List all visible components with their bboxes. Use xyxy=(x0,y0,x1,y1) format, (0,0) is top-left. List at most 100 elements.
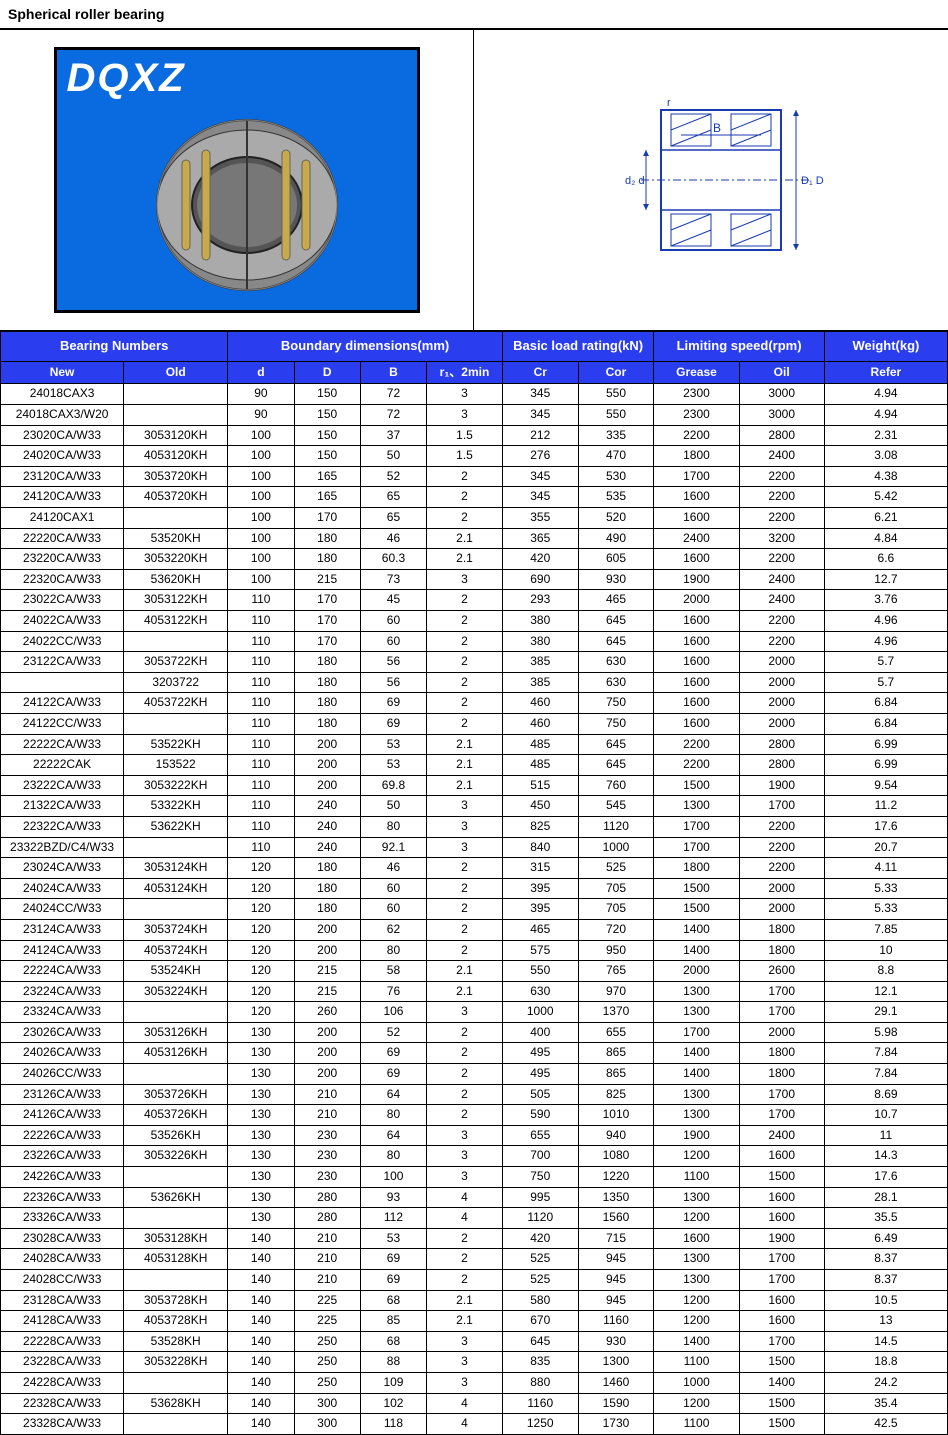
table-cell: 35.5 xyxy=(824,1208,947,1229)
diagram-cell: B r d₂ d D₁ D xyxy=(474,30,948,330)
table-cell: 180 xyxy=(294,878,360,899)
table-cell: 23226CA/W33 xyxy=(1,1146,124,1167)
table-cell: 88 xyxy=(360,1352,426,1373)
table-cell: 1700 xyxy=(654,816,739,837)
table-cell: 765 xyxy=(578,961,654,982)
table-cell: 4053120KH xyxy=(124,446,228,467)
table-cell: 52 xyxy=(360,1022,426,1043)
table-row: 22226CA/W3353526KH1302306436559401900240… xyxy=(1,1125,948,1146)
table-cell: 215 xyxy=(294,961,360,982)
table-cell: 2400 xyxy=(739,569,824,590)
table-cell: 1300 xyxy=(654,796,739,817)
th-d: d xyxy=(228,361,294,384)
table-cell: 100 xyxy=(228,549,294,570)
table-cell: 865 xyxy=(578,1043,654,1064)
table-cell: 140 xyxy=(228,1228,294,1249)
table-cell: 110 xyxy=(228,693,294,714)
table-cell: 37 xyxy=(360,425,426,446)
table-cell: 56 xyxy=(360,672,426,693)
table-cell: 3200 xyxy=(739,528,824,549)
table-cell: 6.99 xyxy=(824,755,947,776)
table-cell xyxy=(124,1208,228,1229)
table-cell: 2.1 xyxy=(427,549,503,570)
table-cell: 5.7 xyxy=(824,672,947,693)
table-cell: 230 xyxy=(294,1146,360,1167)
table-cell: 3053724KH xyxy=(124,919,228,940)
table-cell: 1700 xyxy=(739,1249,824,1270)
table-cell: 550 xyxy=(578,405,654,426)
table-cell: 276 xyxy=(502,446,578,467)
table-cell: 130 xyxy=(228,1064,294,1085)
table-row: 24228CA/W33140250109388014601000140024.2 xyxy=(1,1372,948,1393)
table-cell: 118 xyxy=(360,1414,426,1435)
table-cell: 80 xyxy=(360,1105,426,1126)
table-cell: 180 xyxy=(294,899,360,920)
th-oil: Oil xyxy=(739,361,824,384)
th-basic-load: Basic load rating(kN) xyxy=(502,332,654,362)
table-cell: 170 xyxy=(294,611,360,632)
table-row: 23226CA/W333053226KH13023080370010801200… xyxy=(1,1146,948,1167)
table-cell: 180 xyxy=(294,693,360,714)
table-cell: 655 xyxy=(502,1125,578,1146)
table-cell: 3000 xyxy=(739,384,824,405)
table-cell xyxy=(124,508,228,529)
table-cell: 100 xyxy=(228,487,294,508)
table-cell: 4053122KH xyxy=(124,611,228,632)
table-cell: 1600 xyxy=(739,1208,824,1229)
table-cell: 13 xyxy=(824,1311,947,1332)
table-cell: 100 xyxy=(228,425,294,446)
table-cell: 2800 xyxy=(739,425,824,446)
table-cell: 2 xyxy=(427,611,503,632)
table-cell: 750 xyxy=(578,713,654,734)
table-cell: 1370 xyxy=(578,1002,654,1023)
table-row: 22228CA/W3353528KH1402506836459301400170… xyxy=(1,1331,948,1352)
table-cell: 395 xyxy=(502,899,578,920)
table-cell: 4 xyxy=(427,1187,503,1208)
table-cell: 130 xyxy=(228,1022,294,1043)
table-cell: 22226CA/W33 xyxy=(1,1125,124,1146)
table-cell: 130 xyxy=(228,1043,294,1064)
table-cell: 4053728KH xyxy=(124,1311,228,1332)
table-cell: 24028CA/W33 xyxy=(1,1249,124,1270)
table-row: 23120CA/W333053720KH10016552234553017002… xyxy=(1,466,948,487)
table-cell: 1200 xyxy=(654,1311,739,1332)
table-cell: 945 xyxy=(578,1249,654,1270)
table-cell: 345 xyxy=(502,384,578,405)
table-cell: 4053124KH xyxy=(124,878,228,899)
table-cell: 2 xyxy=(427,693,503,714)
table-cell: 2000 xyxy=(739,713,824,734)
table-cell: 535 xyxy=(578,487,654,508)
table-cell: 1200 xyxy=(654,1290,739,1311)
table-cell: 1900 xyxy=(654,1125,739,1146)
table-cell: 1730 xyxy=(578,1414,654,1435)
table-row: 22222CAK153522110200532.1485645220028006… xyxy=(1,755,948,776)
table-cell: 1010 xyxy=(578,1105,654,1126)
table-cell: 50 xyxy=(360,796,426,817)
table-cell: 485 xyxy=(502,734,578,755)
table-row: 23026CA/W333053126KH13020052240065517002… xyxy=(1,1022,948,1043)
table-cell: 140 xyxy=(228,1290,294,1311)
table-cell: 380 xyxy=(502,611,578,632)
table-cell: 2400 xyxy=(739,446,824,467)
table-cell: 1300 xyxy=(654,1002,739,1023)
table-row: 24022CA/W334053122KH11017060238064516002… xyxy=(1,611,948,632)
table-cell: 22222CAK xyxy=(1,755,124,776)
th-bearing-numbers: Bearing Numbers xyxy=(1,332,228,362)
table-cell: 460 xyxy=(502,693,578,714)
svg-text:D₁ D: D₁ D xyxy=(801,175,824,187)
table-cell: 1500 xyxy=(654,878,739,899)
table-cell: 72 xyxy=(360,384,426,405)
table-cell: 120 xyxy=(228,919,294,940)
table-cell: 2 xyxy=(427,487,503,508)
table-row: 24126CA/W334053726KH13021080259010101300… xyxy=(1,1105,948,1126)
table-cell xyxy=(1,672,124,693)
th-D: D xyxy=(294,361,360,384)
table-cell: 1300 xyxy=(654,1105,739,1126)
table-cell: 4053128KH xyxy=(124,1249,228,1270)
table-cell: 385 xyxy=(502,652,578,673)
table-cell: 69 xyxy=(360,713,426,734)
table-cell: 3053126KH xyxy=(124,1022,228,1043)
table-cell: 525 xyxy=(502,1249,578,1270)
table-cell: 2200 xyxy=(654,734,739,755)
table-cell: 1700 xyxy=(654,466,739,487)
